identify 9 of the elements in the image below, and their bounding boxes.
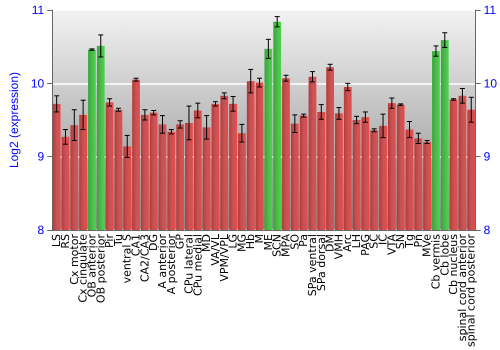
y-tick-label: 11 bbox=[32, 3, 45, 17]
y2-tick-label: 10 bbox=[484, 76, 498, 90]
y-tick-label: 10 bbox=[30, 76, 45, 90]
y-tick-label: 8 bbox=[38, 223, 45, 238]
y2-tick-label: 11 bbox=[484, 3, 496, 17]
y-tick-label: 9 bbox=[38, 150, 45, 164]
y-axis-title: Log2 (expression) bbox=[7, 72, 21, 168]
y2-tick-label: 8 bbox=[484, 223, 491, 238]
y2-tick-label: 9 bbox=[484, 150, 491, 164]
